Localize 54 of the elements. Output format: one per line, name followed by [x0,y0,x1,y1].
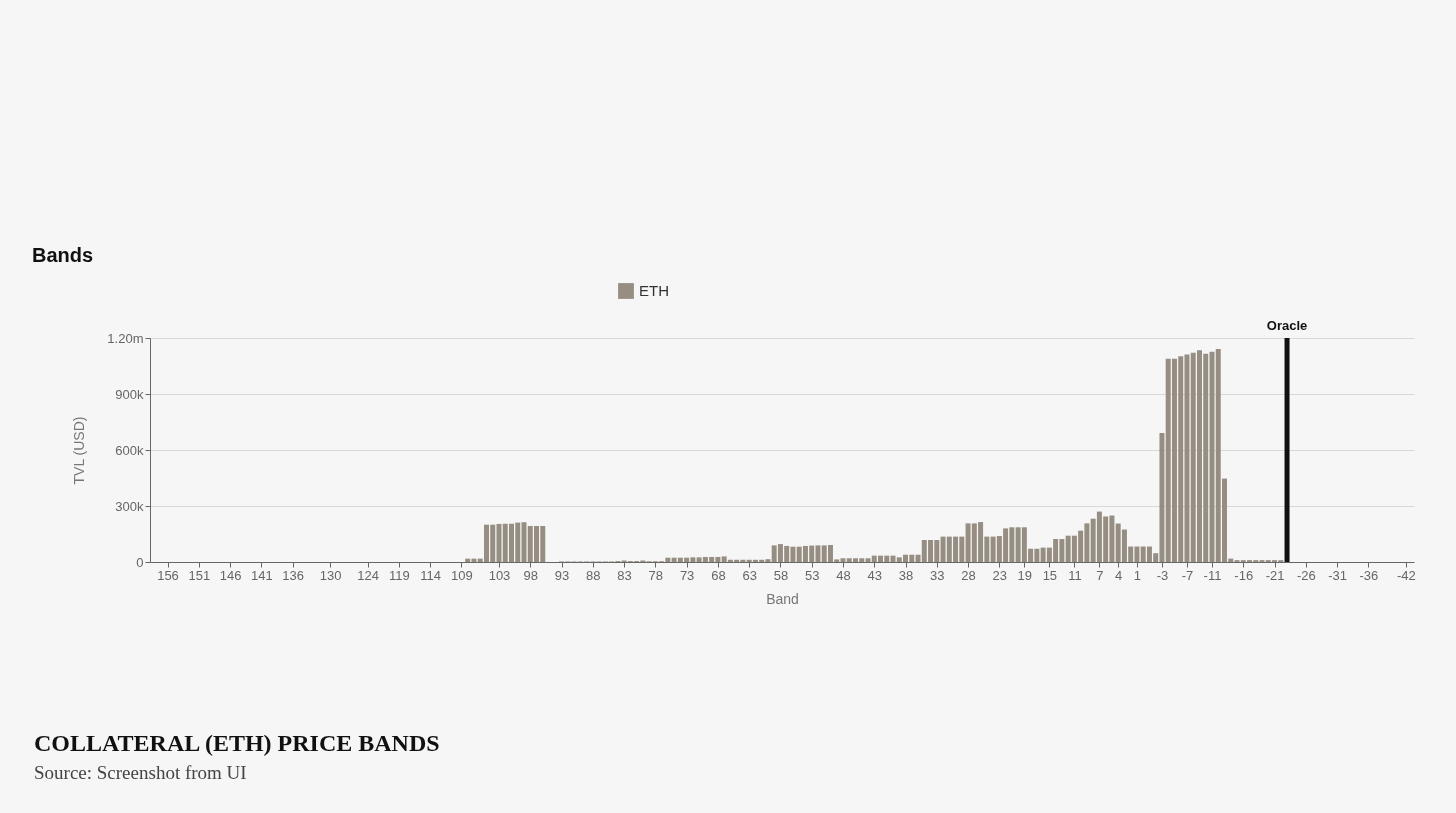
x-tick-label: 141 [250,567,273,583]
x-tick-label: 7 [1096,567,1104,583]
x-tick-label: 23 [992,567,1008,583]
x-tick-label: 98 [523,567,538,583]
x-tick-label: 109 [451,567,473,583]
x-tick-label: 43 [867,567,882,583]
y-tick-label: 0 [136,554,144,570]
x-tick-label: 130 [319,567,342,583]
x-tick-label: 114 [420,567,442,583]
y-axis-title: TVL (USD) [71,416,88,485]
x-tick-label: -11 [1203,567,1222,583]
x-tick-label: 156 [157,567,179,583]
y-tick-label: 900k [115,386,144,402]
x-tick-label: 33 [930,567,945,583]
x-tick-label: 38 [898,567,914,583]
x-tick-label: -26 [1296,567,1316,583]
x-tick-label: 151 [188,567,211,583]
y-tick-label: 600k [115,442,144,458]
x-tick-label: 124 [357,567,379,583]
x-tick-label: 68 [711,567,726,583]
x-tick-label: 48 [836,567,851,583]
x-tick-label: -16 [1234,567,1254,583]
text: COLLATERAL (ETH) PRICE BANDS [34,730,440,756]
ref-line-label: Oracle [1266,318,1308,333]
x-tick-label: -42 [1396,567,1416,583]
x-tick-label: 4 [1115,567,1123,583]
y-tick-label: 300k [115,498,144,514]
x-tick-label: -7 [1181,567,1194,583]
x-tick-label: 146 [219,567,242,583]
x-tick-label: 119 [389,567,410,583]
x-tick-label: 136 [282,567,304,583]
x-tick-label: 19 [1017,567,1033,583]
x-tick-label: 103 [488,567,511,583]
x-tick-label: 93 [554,567,570,583]
x-tick-label: 1 [1133,567,1142,583]
x-tick-label: -21 [1265,567,1285,583]
x-tick-label: 73 [679,567,695,583]
x-tick-label: 78 [648,567,664,583]
y-tick-label: 1.20m [107,330,144,346]
x-tick-label: 83 [617,567,632,583]
source-note: Source: Screenshot from UI [34,762,247,783]
x-tick-label: 15 [1042,567,1058,583]
x-axis-title: Band [766,590,799,607]
x-tick-label: 88 [586,567,601,583]
x-tick-label: -31 [1328,567,1347,583]
x-tick-label: -3 [1156,567,1169,583]
x-tick-label: 58 [773,567,789,583]
x-tick-label: 53 [804,567,820,583]
legend-label: ETH [639,282,669,299]
chart-title: Bands [32,244,94,266]
x-tick-label: 63 [742,567,757,583]
x-tick-label: -36 [1359,567,1379,583]
x-tick-label: 11 [1068,567,1082,583]
x-tick-label: 28 [961,567,976,583]
